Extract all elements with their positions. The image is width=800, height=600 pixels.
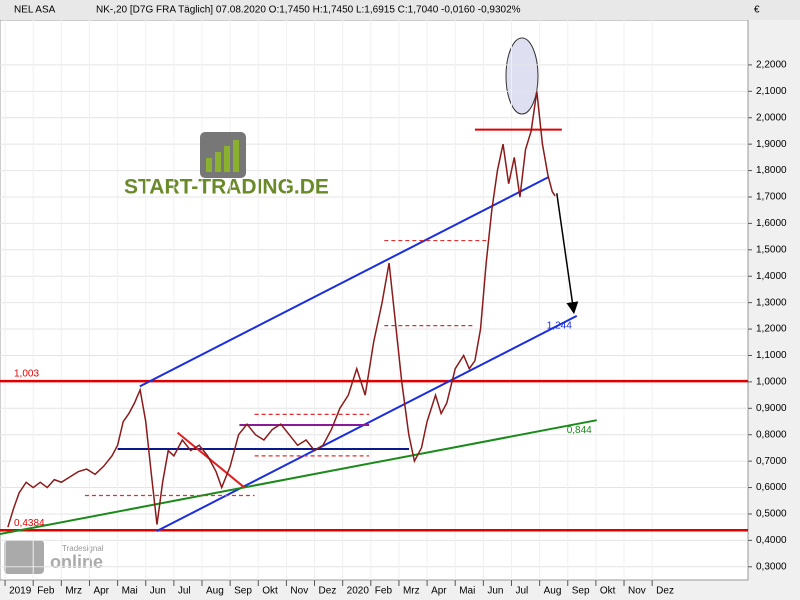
x-tick-label: Okt — [262, 586, 278, 597]
x-tick-label: Nov — [628, 586, 646, 597]
logo-icon — [4, 540, 44, 574]
x-tick-label: Apr — [431, 586, 447, 597]
watermark-icon — [200, 132, 246, 178]
x-tick-label: Sep — [234, 586, 252, 597]
x-tick-label: Aug — [206, 586, 224, 597]
logo-sub: Tradesignal — [62, 544, 104, 553]
y-tick-label: 1,4000 — [756, 271, 787, 282]
x-tick-label: Sep — [572, 586, 590, 597]
y-tick-label: 1,6000 — [756, 218, 787, 229]
y-tick-label: 0,8000 — [756, 429, 787, 440]
y-tick-label: 1,1000 — [756, 350, 787, 361]
x-tick-label: Aug — [544, 586, 562, 597]
x-tick-label: Feb — [375, 586, 393, 597]
y-tick-label: 1,8000 — [756, 165, 787, 176]
y-tick-label: 1,3000 — [756, 297, 787, 308]
plot-area — [0, 19, 749, 581]
currency: € — [754, 5, 760, 16]
x-tick-label: Dez — [319, 586, 337, 597]
y-tick-label: 2,1000 — [756, 86, 787, 97]
chart-title: NEL ASA — [14, 5, 56, 16]
x-tick-label: 2020 — [347, 586, 370, 597]
y-tick-label: 0,5000 — [756, 509, 787, 520]
x-tick-label: Mai — [122, 586, 138, 597]
trend-line — [176, 431, 246, 489]
x-tick-label: Jul — [515, 586, 528, 597]
x-tick-label: Feb — [37, 586, 55, 597]
y-tick-label: 1,9000 — [756, 139, 787, 150]
header-bar — [0, 0, 800, 20]
y-tick-label: 0,3000 — [756, 561, 787, 572]
x-tick-label: Jun — [150, 586, 166, 597]
y-tick-label: 0,7000 — [756, 456, 787, 467]
y-tick-label: 1,0000 — [756, 377, 787, 388]
trend-line — [0, 419, 597, 536]
y-tick-label: 0,6000 — [756, 482, 787, 493]
x-tick-label: 2019 — [9, 586, 32, 597]
trend-label: 0,844 — [567, 425, 592, 436]
x-tick-label: Jul — [178, 586, 191, 597]
chart-subtitle: NK-,20 [D7G FRA Täglich] 07.08.2020 O:1,… — [96, 5, 521, 16]
logo: online — [50, 552, 103, 572]
y-tick-label: 1,2000 — [756, 324, 787, 335]
x-tick-label: Jun — [487, 586, 503, 597]
price-line — [7, 91, 556, 528]
highlight-ellipse — [505, 37, 539, 115]
x-tick-label: Mrz — [65, 586, 82, 597]
level-label: 1,003 — [14, 369, 39, 380]
x-tick-label: Dez — [656, 586, 674, 597]
watermark: START-TRADING.DE — [124, 176, 329, 199]
level-label: 0,4384 — [14, 518, 45, 529]
x-tick-label: Nov — [290, 586, 308, 597]
trend-label: 1,244 — [547, 320, 572, 331]
trend-line — [139, 176, 550, 388]
x-tick-label: Mai — [459, 586, 475, 597]
y-tick-label: 2,0000 — [756, 112, 787, 123]
x-tick-label: Mrz — [403, 586, 420, 597]
x-tick-label: Apr — [93, 586, 109, 597]
y-tick-label: 0,9000 — [756, 403, 787, 414]
y-tick-label: 1,5000 — [756, 244, 787, 255]
x-tick-label: Okt — [600, 586, 616, 597]
y-tick-label: 2,2000 — [756, 60, 787, 71]
arrow — [556, 193, 579, 315]
y-tick-label: 1,7000 — [756, 192, 787, 203]
y-tick-label: 0,4000 — [756, 535, 787, 546]
